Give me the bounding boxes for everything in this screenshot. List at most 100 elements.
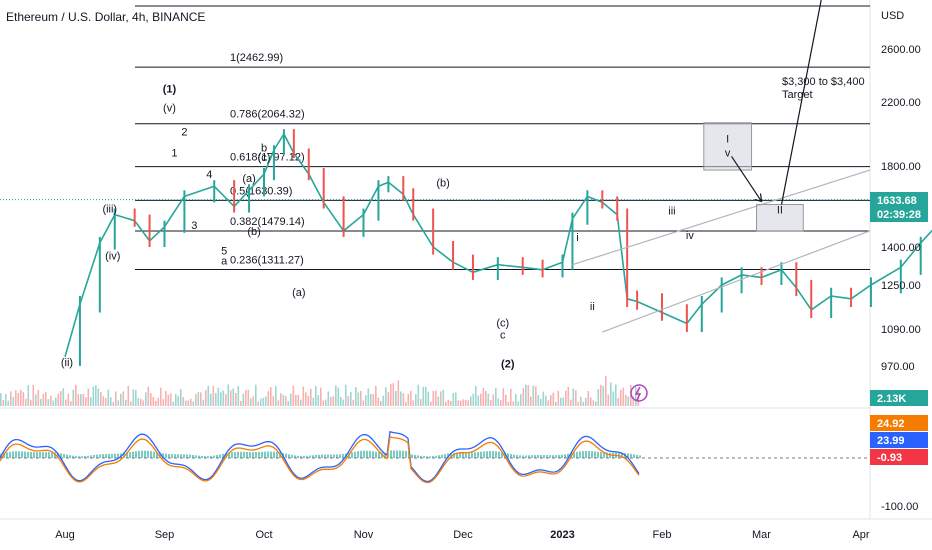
volume-bar <box>332 396 335 406</box>
volume-bar <box>542 391 545 406</box>
volume-bar <box>367 388 370 406</box>
volume-bar <box>582 401 585 406</box>
histogram-bar <box>498 451 500 458</box>
volume-bar <box>575 390 577 406</box>
volume-bar <box>500 400 502 406</box>
volume-bar <box>230 390 232 406</box>
volume-bar <box>612 391 615 406</box>
histogram-bar <box>69 455 71 458</box>
histogram-bar <box>486 451 488 458</box>
histogram-bar <box>396 450 398 458</box>
histogram-bar <box>333 454 335 458</box>
volume-bar <box>140 398 142 406</box>
volume-bar <box>0 393 2 406</box>
projection-arrowhead <box>754 193 763 203</box>
wave-label: iii <box>668 206 675 218</box>
volume-bar <box>342 399 345 406</box>
volume-bar <box>222 390 225 406</box>
histogram-bar <box>417 455 419 458</box>
volume-bar <box>285 396 287 406</box>
volume-bar <box>592 400 595 406</box>
histogram-bar <box>564 454 566 458</box>
volume-bar <box>42 393 45 406</box>
volume-bar <box>80 394 82 406</box>
macd-line <box>0 430 640 483</box>
histogram-bar <box>459 452 461 458</box>
volume-bar <box>450 400 452 406</box>
volume-bar <box>457 400 460 406</box>
volume-bar <box>12 396 15 406</box>
histogram-bar <box>480 451 482 458</box>
volume-bar <box>70 401 72 406</box>
histogram-bar <box>84 456 86 458</box>
histogram-bar <box>12 451 14 458</box>
volume-bar <box>482 387 485 406</box>
wave-label: b <box>261 143 267 155</box>
volume-bar <box>155 400 157 406</box>
volume-bar <box>90 397 92 406</box>
histogram-bar <box>585 450 587 458</box>
volume-value-tag <box>870 390 928 406</box>
volume-bar <box>172 401 175 406</box>
volume-bar <box>195 394 197 406</box>
volume-bar <box>622 387 625 406</box>
volume-bar <box>377 397 380 406</box>
volume-bar <box>102 396 105 406</box>
volume-bar <box>212 386 215 406</box>
volume-bar <box>275 385 277 406</box>
histogram-bar <box>150 451 152 458</box>
volume-bar <box>535 386 537 406</box>
histogram-bar <box>393 450 395 458</box>
price-axis-unit: USD <box>881 10 904 22</box>
wave-label: 1 <box>171 147 177 159</box>
price-axis-tick-label: 2200.00 <box>881 97 921 109</box>
histogram-bar <box>450 453 452 458</box>
volume-bar <box>547 400 550 406</box>
volume-bar <box>412 400 415 406</box>
volume-bar <box>207 385 210 406</box>
volume-bar <box>55 397 57 406</box>
volume-bar <box>142 400 145 406</box>
histogram-bar <box>399 450 401 458</box>
price-axis-tick-label: 970.00 <box>881 361 915 373</box>
histogram-bar <box>111 453 113 458</box>
histogram-bar <box>138 450 140 458</box>
volume-bar <box>515 394 517 406</box>
histogram-bar <box>354 451 356 458</box>
volume-bar <box>265 396 267 406</box>
volume-bar <box>460 400 462 406</box>
volume-value-tag-text: 2.13K <box>877 393 906 405</box>
histogram-bar <box>582 451 584 458</box>
volume-bar <box>607 394 610 406</box>
histogram-bar <box>51 452 53 458</box>
volume-bar <box>35 394 37 406</box>
histogram-bar <box>327 454 329 458</box>
histogram-bar <box>6 452 8 458</box>
histogram-bar <box>546 455 548 458</box>
volume-bar <box>415 394 417 406</box>
volume-bar <box>537 395 540 406</box>
histogram-bar <box>285 453 287 458</box>
histogram-bar <box>402 450 404 458</box>
volume-bar <box>270 387 272 406</box>
histogram-bar <box>72 455 74 458</box>
volume-bar <box>495 387 497 406</box>
volume-bar <box>177 395 180 406</box>
last-price-tag-text: 02:39:28 <box>877 209 921 221</box>
time-axis-label: Apr <box>852 529 869 541</box>
macd-value-tag-text: 23.99 <box>877 435 905 447</box>
target-annotation-text: $3,300 to $3,400 <box>782 76 865 88</box>
wave-label: (v) <box>163 103 176 115</box>
volume-bar <box>262 397 265 406</box>
volume-bar <box>65 399 67 406</box>
volume-bar <box>205 390 207 406</box>
wave-label: ii <box>590 301 595 313</box>
volume-bar <box>467 400 470 406</box>
volume-bar <box>417 384 420 406</box>
histogram-bar <box>213 455 215 458</box>
volume-bar <box>125 399 127 406</box>
time-axis-label: Sep <box>155 529 175 541</box>
volume-bar <box>200 392 202 406</box>
histogram-bar <box>504 452 506 458</box>
